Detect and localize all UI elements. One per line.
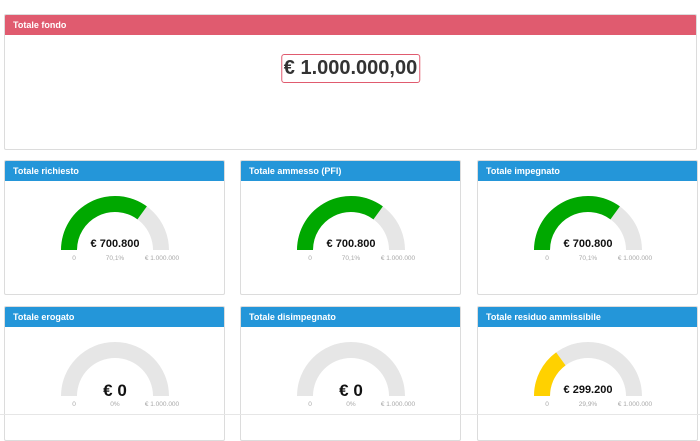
gauge-min-label: 0	[545, 401, 549, 408]
panel-title: Totale fondo	[5, 15, 696, 35]
gauge-fill	[534, 352, 566, 396]
gauge-track	[61, 342, 169, 396]
gauge-value: € 700.800	[327, 238, 376, 250]
gauge-track	[534, 342, 642, 396]
gauge-value: € 0	[339, 381, 363, 400]
gauge-percent-label: 70,1%	[106, 255, 125, 262]
gauge-max-label: € 1.000.000	[618, 401, 653, 408]
panel-title: Totale ammesso (PFI)	[241, 161, 460, 181]
gauge-fill	[297, 195, 383, 250]
panel-totale-erogato: Totale erogato € 0 0 0% € 1.000.000	[4, 306, 225, 441]
gauge-percent-label: 70,1%	[579, 255, 598, 262]
gauge-chart: € 0 0 0% € 1.000.000	[297, 342, 416, 408]
gauge-chart: € 700.800 0 70,1% € 1.000.000	[534, 195, 653, 262]
gauge-min-label: 0	[72, 401, 76, 408]
panel-totale-ammesso: Totale ammesso (PFI) € 700.800 0 70,1% €…	[240, 160, 461, 295]
gauge-min-label: 0	[308, 255, 312, 262]
gauge-chart: € 299.200 0 29,9% € 1.000.000	[534, 342, 653, 408]
gauge-value: € 0	[103, 381, 127, 400]
gauge-max-label: € 1.000.000	[145, 255, 180, 262]
panel-title: Totale impegnato	[478, 161, 697, 181]
gauge-value: € 700.800	[91, 238, 140, 250]
gauge-percent-label: 29,9%	[579, 401, 598, 408]
panel-title: Totale disimpegnato	[241, 307, 460, 327]
panel-totale-fondo: Totale fondo € 1.000.000,00	[4, 14, 697, 150]
gauge-fill	[60, 195, 147, 250]
gauge-min-label: 0	[308, 401, 312, 408]
panel-totale-disimpegnato: Totale disimpegnato € 0 0 0% € 1.000.000	[240, 306, 461, 441]
totale-fondo-value: € 1.000.000,00	[280, 54, 421, 83]
gauge-chart: € 700.800 0 70,1% € 1.000.000	[297, 195, 416, 262]
panel-totale-impegnato: Totale impegnato € 700.800 0 70,1% € 1.0…	[477, 160, 698, 295]
gauge-percent-label: 70,1%	[342, 255, 361, 262]
panel-title: Totale residuo ammissibile	[478, 307, 697, 327]
gauge-percent-label: 0%	[110, 401, 120, 408]
gauge-value: € 700.800	[564, 238, 613, 250]
gauge-fill	[534, 195, 620, 250]
gauge-max-label: € 1.000.000	[381, 401, 416, 408]
gauge-track	[297, 342, 405, 396]
gauge-max-label: € 1.000.000	[618, 255, 653, 262]
gauge-value: € 299.200	[564, 384, 613, 396]
gauge-chart: € 0 0 0% € 1.000.000	[61, 342, 180, 408]
gauge-max-label: € 1.000.000	[381, 255, 416, 262]
panel-title: Totale erogato	[5, 307, 224, 327]
gauge-percent-label: 0%	[346, 401, 356, 408]
panel-totale-residuo-ammissibile: Totale residuo ammissibile € 299.200 0 2…	[477, 306, 698, 441]
panel-totale-richiesto: Totale richiesto € 700.800 0 70,1% € 1.0…	[4, 160, 225, 295]
gauge-min-label: 0	[545, 255, 549, 262]
gauge-max-label: € 1.000.000	[145, 401, 180, 408]
gauge-min-label: 0	[72, 255, 76, 262]
panel-title: Totale richiesto	[5, 161, 224, 181]
divider	[0, 414, 700, 415]
gauge-chart: € 700.800 0 70,1% € 1.000.000	[60, 195, 180, 262]
